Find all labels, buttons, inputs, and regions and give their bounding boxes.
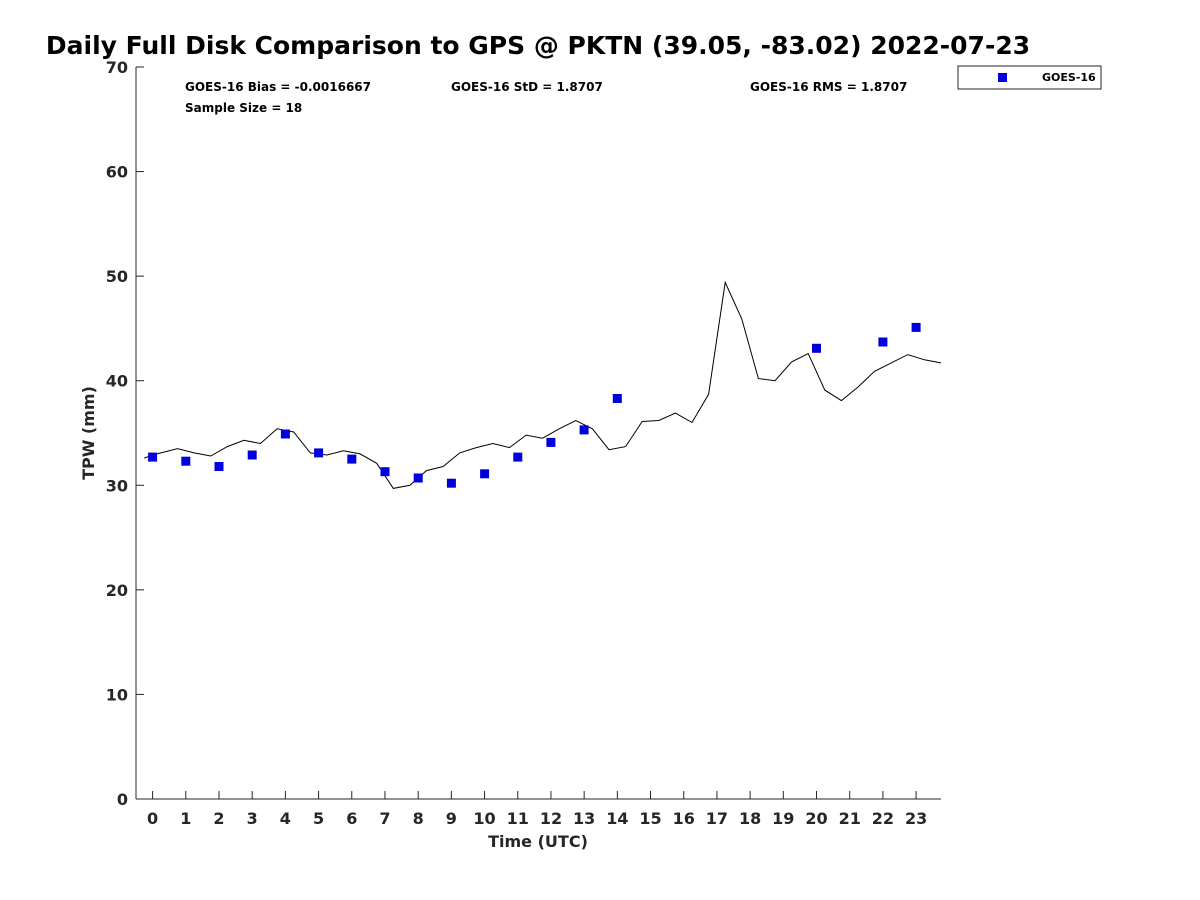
- x-tick-label: 15: [639, 809, 661, 828]
- goes16-point: [546, 437, 556, 447]
- x-tick-label: 14: [606, 809, 628, 828]
- goes16-point: [380, 467, 390, 477]
- x-tick-label: 7: [379, 809, 390, 828]
- y-tick-label: 0: [117, 790, 128, 809]
- x-ticks: 0 1 2 3 4 5 6 7 8 9 10 11 12 13 14 15 16 17 18 19 20 21 22 23: [147, 791, 927, 828]
- y-tick-label: 60: [106, 163, 128, 182]
- y-tick-label: 70: [106, 58, 128, 77]
- goes16-point: [247, 450, 257, 460]
- y-tick-label: 10: [106, 685, 128, 704]
- y-tick-label: 30: [106, 476, 128, 495]
- x-tick-label: 4: [280, 809, 291, 828]
- stat-sample-size: Sample Size = 18: [185, 101, 302, 115]
- x-tick-label: 3: [247, 809, 258, 828]
- goes16-point: [280, 429, 290, 439]
- legend: GOES-16: [957, 65, 1102, 90]
- x-tick-label: 18: [739, 809, 761, 828]
- y-tick-label: 40: [106, 372, 128, 391]
- stat-bias: GOES-16 Bias = -0.0016667: [185, 80, 371, 94]
- x-tick-label: 11: [507, 809, 529, 828]
- legend-label-goes16: GOES-16: [1042, 71, 1096, 84]
- chart-title: Daily Full Disk Comparison to GPS @ PKTN…: [46, 31, 1030, 60]
- stat-rms: GOES-16 RMS = 1.8707: [750, 80, 907, 94]
- goes16-point: [513, 452, 523, 462]
- goes16-scatter-series: [148, 322, 921, 488]
- goes16-point: [148, 452, 158, 462]
- legend-box: [957, 65, 1102, 90]
- x-tick-label: 16: [673, 809, 695, 828]
- x-tick-label: 5: [313, 809, 324, 828]
- x-tick-label: 23: [905, 809, 927, 828]
- x-tick-label: 19: [772, 809, 794, 828]
- y-axis-label: TPW (mm): [79, 386, 98, 480]
- x-tick-label: 1: [180, 809, 191, 828]
- goes16-point: [446, 478, 456, 488]
- goes16-point: [347, 454, 357, 464]
- x-tick-label: 13: [573, 809, 595, 828]
- x-tick-label: 20: [805, 809, 827, 828]
- x-tick-label: 9: [446, 809, 457, 828]
- goes16-point: [480, 469, 490, 479]
- goes16-point: [812, 343, 821, 353]
- legend-marker-goes16: [998, 73, 1007, 82]
- axes: [135, 67, 941, 800]
- x-axis-label: Time (UTC): [488, 832, 588, 851]
- gps-line-series: [144, 280, 942, 489]
- goes16-point: [579, 425, 589, 435]
- x-tick-label: 8: [413, 809, 424, 828]
- x-tick-label: 2: [213, 809, 224, 828]
- goes16-point: [314, 448, 324, 458]
- goes16-point: [911, 322, 921, 332]
- goes16-point: [612, 394, 622, 403]
- y-ticks: 0 10 20 30 40 50 60 70: [106, 58, 144, 809]
- x-tick-label: 6: [346, 809, 357, 828]
- goes16-point: [214, 462, 224, 471]
- gps-line: [144, 280, 942, 489]
- x-tick-label: 22: [872, 809, 894, 828]
- x-tick-label: 10: [473, 809, 495, 828]
- goes16-point: [413, 473, 423, 483]
- stat-std: GOES-16 StD = 1.8707: [451, 80, 603, 94]
- y-tick-label: 20: [106, 581, 128, 600]
- goes16-point: [878, 337, 888, 347]
- x-tick-label: 12: [540, 809, 562, 828]
- x-tick-label: 0: [147, 809, 158, 828]
- y-tick-label: 50: [106, 267, 128, 286]
- goes16-point: [181, 456, 191, 466]
- stats-annotations: GOES-16 Bias = -0.0016667 GOES-16 StD = …: [185, 80, 907, 115]
- x-tick-label: 17: [706, 809, 728, 828]
- x-tick-label: 21: [839, 809, 861, 828]
